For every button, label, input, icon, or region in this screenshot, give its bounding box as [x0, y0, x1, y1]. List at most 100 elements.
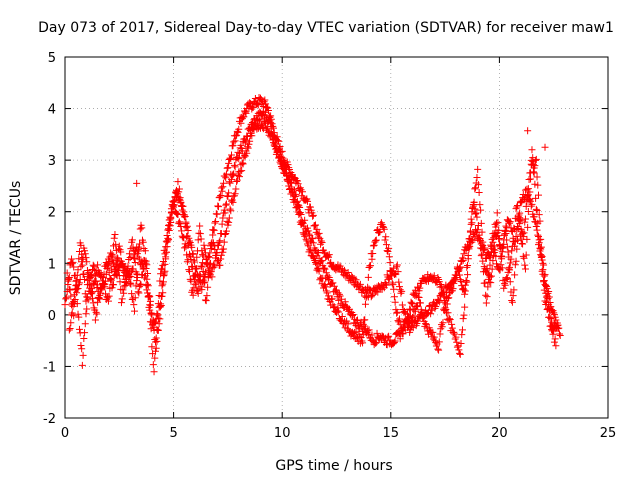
- data-point: [492, 223, 500, 231]
- data-point: [108, 250, 116, 258]
- data-point: [501, 281, 509, 289]
- data-point: [304, 242, 312, 250]
- data-point: [532, 194, 540, 202]
- data-point: [320, 264, 328, 272]
- data-point: [477, 252, 485, 260]
- data-point: [65, 276, 73, 284]
- data-point: [151, 354, 159, 362]
- data-point: [529, 154, 537, 162]
- data-point: [152, 344, 160, 352]
- data-point: [94, 281, 102, 289]
- data-point: [69, 258, 77, 266]
- data-point: [477, 206, 485, 214]
- data-point: [288, 186, 296, 194]
- data-point: [548, 318, 556, 326]
- data-point: [276, 152, 284, 160]
- data-point: [226, 205, 234, 213]
- data-point: [164, 237, 172, 245]
- data-point: [70, 263, 78, 271]
- data-point: [153, 337, 161, 345]
- data-point: [317, 258, 325, 266]
- data-point: [463, 278, 471, 286]
- data-point: [539, 270, 547, 278]
- data-point: [427, 310, 435, 318]
- data-point: [464, 262, 472, 270]
- data-point: [524, 192, 532, 200]
- data-point: [521, 215, 529, 223]
- data-point: [526, 188, 534, 196]
- data-point: [248, 132, 256, 140]
- data-point: [344, 320, 352, 328]
- data-point: [178, 232, 186, 240]
- data-point: [466, 235, 474, 243]
- data-point: [311, 222, 319, 230]
- data-point: [211, 246, 219, 254]
- data-point: [522, 251, 530, 259]
- data-point: [335, 308, 343, 316]
- data-point: [312, 221, 320, 229]
- data-point: [535, 211, 543, 219]
- data-point: [319, 274, 327, 282]
- data-point: [368, 331, 376, 339]
- data-point: [471, 185, 479, 193]
- data-point: [485, 275, 493, 283]
- data-point: [494, 219, 502, 227]
- data-point: [505, 265, 513, 273]
- data-point: [380, 225, 388, 233]
- data-point: [67, 319, 75, 327]
- y-tick-label: 1: [48, 257, 56, 272]
- data-point: [183, 251, 191, 259]
- data-point: [470, 198, 478, 206]
- data-point: [66, 324, 74, 332]
- data-point: [246, 99, 254, 107]
- data-point: [218, 220, 226, 228]
- data-point: [378, 332, 386, 340]
- data-point: [541, 297, 549, 305]
- data-point: [395, 278, 403, 286]
- data-point: [128, 236, 136, 244]
- data-point: [144, 270, 152, 278]
- data-point: [73, 300, 81, 308]
- data-point: [554, 321, 562, 329]
- data-point: [506, 266, 514, 274]
- data-point: [475, 189, 483, 197]
- data-point: [217, 184, 225, 192]
- data-point: [503, 236, 511, 244]
- data-point: [489, 238, 497, 246]
- data-point: [155, 303, 163, 311]
- data-point: [226, 179, 234, 187]
- data-point: [212, 218, 220, 226]
- data-point: [205, 271, 213, 279]
- data-point: [444, 294, 452, 302]
- data-point: [192, 279, 200, 287]
- data-point: [390, 285, 398, 293]
- data-point: [362, 293, 370, 301]
- data-point: [93, 310, 101, 318]
- data-point: [137, 281, 145, 289]
- data-point: [384, 247, 392, 255]
- data-point: [228, 197, 236, 205]
- data-point: [158, 265, 166, 273]
- data-point: [88, 285, 96, 293]
- data-point: [459, 315, 467, 323]
- data-point: [230, 161, 238, 169]
- data-point: [254, 101, 262, 109]
- data-point: [216, 261, 224, 269]
- data-point: [409, 300, 417, 308]
- data-point: [466, 228, 474, 236]
- data-point: [488, 265, 496, 273]
- x-tick-label: 5: [169, 426, 177, 441]
- data-point: [487, 253, 495, 261]
- data-point: [78, 255, 86, 263]
- data-point: [210, 242, 218, 250]
- data-point: [201, 296, 209, 304]
- x-tick-label: 20: [491, 426, 508, 441]
- data-point: [288, 189, 296, 197]
- data-point: [283, 169, 291, 177]
- data-point: [134, 288, 142, 296]
- data-point: [274, 146, 282, 154]
- data-point: [501, 226, 509, 234]
- data-point: [227, 207, 235, 215]
- data-point: [314, 248, 322, 256]
- data-point: [138, 224, 146, 232]
